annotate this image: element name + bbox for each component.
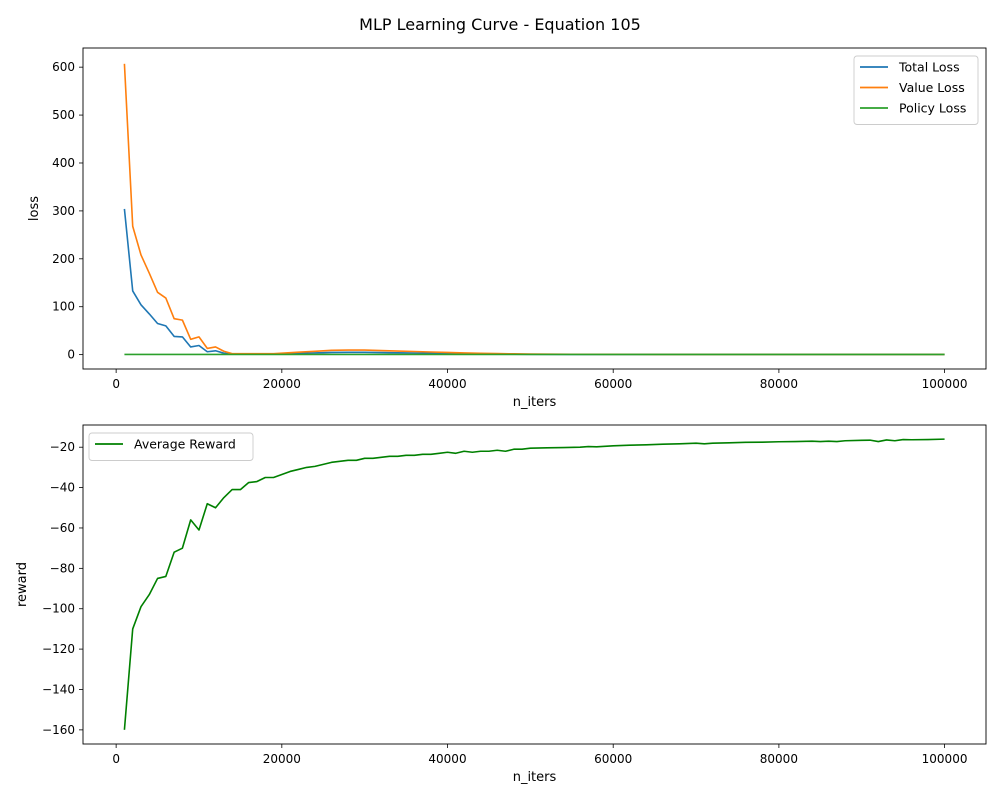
y-tick-label: 600 <box>52 60 75 74</box>
x-tick-label: 100000 <box>922 752 968 766</box>
figure-title: MLP Learning Curve - Equation 105 <box>359 15 641 34</box>
x-tick-label: 40000 <box>428 752 466 766</box>
x-tick-label: 0 <box>112 377 120 391</box>
y-axis-label: reward <box>15 562 30 607</box>
y-tick-label: −80 <box>50 561 75 575</box>
x-tick-label: 60000 <box>594 752 632 766</box>
y-tick-label: 0 <box>67 348 75 362</box>
y-tick-label: −20 <box>50 440 75 454</box>
x-tick-label: 80000 <box>760 377 798 391</box>
axes-frame <box>82 424 987 745</box>
y-tick-label: −60 <box>50 521 75 535</box>
x-tick-label: 80000 <box>760 752 798 766</box>
x-tick-label: 40000 <box>428 377 466 391</box>
legend-label: Average Reward <box>134 437 236 452</box>
y-tick-label: −100 <box>42 602 75 616</box>
x-axis-label: n_iters <box>513 395 557 410</box>
series-line-average-reward <box>123 438 945 730</box>
y-tick-label: −160 <box>42 723 75 737</box>
loss-plot: 0 20000 40000 60000 80000 100000 0 100 200 300 400… <box>27 47 987 410</box>
x-tick-label: 100000 <box>922 377 968 391</box>
y-tick-label: −120 <box>42 642 75 656</box>
x-tick-label: 20000 <box>263 377 301 391</box>
x-tick-label: 60000 <box>594 377 632 391</box>
legend-label: Policy Loss <box>899 101 966 116</box>
y-tick-label: 500 <box>52 108 75 122</box>
legend-label: Total Loss <box>898 60 960 75</box>
y-tick-label: 200 <box>52 252 75 266</box>
y-axis-label: loss <box>27 196 42 221</box>
x-tick-label: 0 <box>112 752 120 766</box>
y-tick-label: 100 <box>52 300 75 314</box>
reward-plot: 0 20000 40000 60000 80000 100000 −160 −140 −120 −… <box>15 424 987 785</box>
y-tick-label: −40 <box>50 481 75 495</box>
x-tick-label: 20000 <box>263 752 301 766</box>
y-tick-label: 400 <box>52 156 75 170</box>
legend-label: Value Loss <box>899 80 965 95</box>
legend-box <box>88 432 254 461</box>
y-tick-label: 300 <box>52 204 75 218</box>
y-tick-label: −140 <box>42 682 75 696</box>
axes-frame <box>82 47 987 370</box>
x-axis-label: n_iters <box>513 770 557 785</box>
